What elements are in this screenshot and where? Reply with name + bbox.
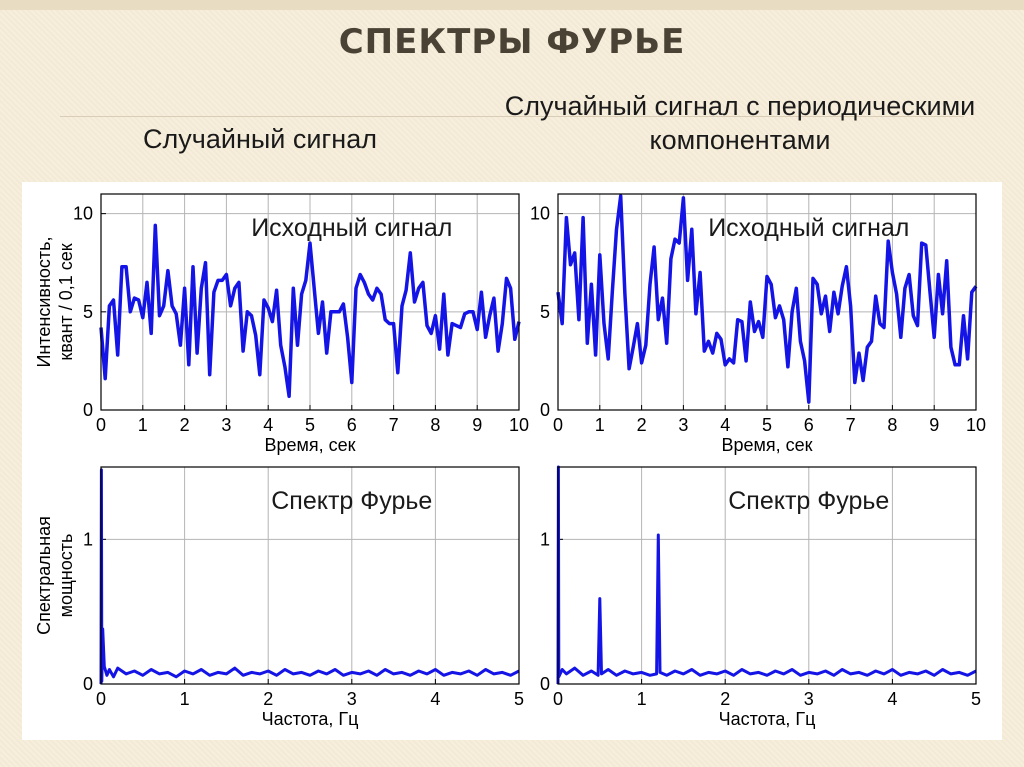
x-tick-label: 0 bbox=[96, 689, 106, 709]
x-tick-label: 5 bbox=[971, 689, 981, 709]
y-tick-label: 5 bbox=[540, 302, 550, 322]
x-axis-label: Время, сек bbox=[721, 435, 812, 455]
plot-frame bbox=[100, 466, 520, 685]
plot-area bbox=[558, 467, 976, 684]
y-tick-label: 1 bbox=[83, 529, 93, 549]
x-tick-label: 4 bbox=[720, 415, 730, 435]
x-tick-label: 1 bbox=[637, 689, 647, 709]
series-line bbox=[99, 468, 520, 685]
y-tick-label: 0 bbox=[83, 400, 93, 420]
x-tick-label: 0 bbox=[553, 689, 563, 709]
subtitle-left: Случайный сигнал bbox=[143, 124, 377, 154]
y-tick-label: 0 bbox=[540, 674, 550, 694]
x-tick-label: 5 bbox=[762, 415, 772, 435]
y-tick-label: 0 bbox=[83, 674, 93, 694]
x-tick-label: 8 bbox=[887, 415, 897, 435]
x-axis-label: Частота, Гц bbox=[262, 709, 359, 729]
y-tick-label: 5 bbox=[83, 302, 93, 322]
chart-title: Исходный сигнал bbox=[708, 214, 909, 242]
plot-area bbox=[101, 467, 519, 684]
x-tick-label: 2 bbox=[263, 689, 273, 709]
x-tick-label: 6 bbox=[804, 415, 814, 435]
x-tick-label: 9 bbox=[929, 415, 939, 435]
chart-4: 0 1 2 3 4 5 0 1 Спектр Фурье Частота, Гц bbox=[540, 465, 981, 729]
x-axis-label: Частота, Гц bbox=[719, 709, 816, 729]
x-tick-label: 5 bbox=[305, 415, 315, 435]
x-tick-label: 3 bbox=[347, 689, 357, 709]
series-line bbox=[99, 223, 521, 399]
x-tick-label: 3 bbox=[804, 689, 814, 709]
x-axis-label: Время, сек bbox=[264, 435, 355, 455]
x-tick-label: 6 bbox=[347, 415, 357, 435]
x-tick-label: 4 bbox=[263, 415, 273, 435]
y-axis-label-line: Интенсивность, bbox=[34, 236, 54, 367]
x-tick-label: 0 bbox=[553, 415, 563, 435]
y-tick-label: 0 bbox=[540, 400, 550, 420]
x-tick-label: 7 bbox=[389, 415, 399, 435]
top-decorative-bar bbox=[0, 0, 1024, 10]
x-tick-label: 1 bbox=[595, 415, 605, 435]
x-tick-label: 4 bbox=[887, 689, 897, 709]
series-line bbox=[556, 465, 977, 685]
chart-2: 0 1 2 3 4 5 6 7 8 9 10 0 5 10 Исходный сигнал Время, се… bbox=[530, 193, 986, 455]
x-tick-label: 10 bbox=[966, 415, 986, 435]
subtitle-right: Случайный сигнал с периодическими компон… bbox=[504, 91, 976, 155]
y-tick-label: 1 bbox=[540, 529, 550, 549]
chart-title: Исходный сигнал bbox=[251, 214, 452, 242]
plot-frame bbox=[100, 193, 520, 411]
plot-frame bbox=[557, 466, 977, 685]
y-axis-label-line: Спектральная bbox=[34, 516, 54, 635]
x-tick-label: 3 bbox=[678, 415, 688, 435]
slide-title: СПЕКТРЫ ФУРЬЕ bbox=[338, 22, 686, 62]
x-tick-label: 2 bbox=[180, 415, 190, 435]
x-tick-label: 4 bbox=[430, 689, 440, 709]
x-tick-label: 3 bbox=[221, 415, 231, 435]
y-axis-label: Спектральная мощность bbox=[34, 516, 76, 635]
x-tick-label: 2 bbox=[720, 689, 730, 709]
plot-frame bbox=[557, 193, 977, 411]
y-axis-label-line: мощность bbox=[56, 534, 76, 618]
x-tick-label: 5 bbox=[514, 689, 524, 709]
x-tick-label: 1 bbox=[138, 415, 148, 435]
chart-title: Спектр Фурье bbox=[271, 487, 432, 515]
x-tick-label: 7 bbox=[846, 415, 856, 435]
charts-panel: 0 1 2 3 4 5 6 7 8 9 10 0 5 10 Исходный сигнал Время, се… bbox=[22, 182, 1002, 740]
x-tick-label: 0 bbox=[96, 415, 106, 435]
series-line bbox=[556, 194, 978, 404]
x-tick-label: 1 bbox=[180, 689, 190, 709]
x-tick-label: 2 bbox=[637, 415, 647, 435]
y-axis-label-line: квант / 0,1 сек bbox=[56, 243, 76, 360]
x-tick-label: 10 bbox=[509, 415, 529, 435]
chart-title: Спектр Фурье bbox=[728, 487, 889, 515]
x-tick-label: 8 bbox=[430, 415, 440, 435]
y-tick-label: 10 bbox=[73, 204, 93, 224]
title-divider bbox=[60, 116, 964, 117]
chart-1: 0 1 2 3 4 5 6 7 8 9 10 0 5 10 Исходный сигнал Время, се… bbox=[34, 193, 529, 455]
y-axis-label: Интенсивность, квант / 0,1 сек bbox=[34, 236, 76, 367]
y-tick-label: 10 bbox=[530, 204, 550, 224]
x-tick-label: 9 bbox=[472, 415, 482, 435]
chart-3: 0 1 2 3 4 5 0 1 Спектр Фурье Частота, Гц Спектраль… bbox=[34, 466, 524, 729]
